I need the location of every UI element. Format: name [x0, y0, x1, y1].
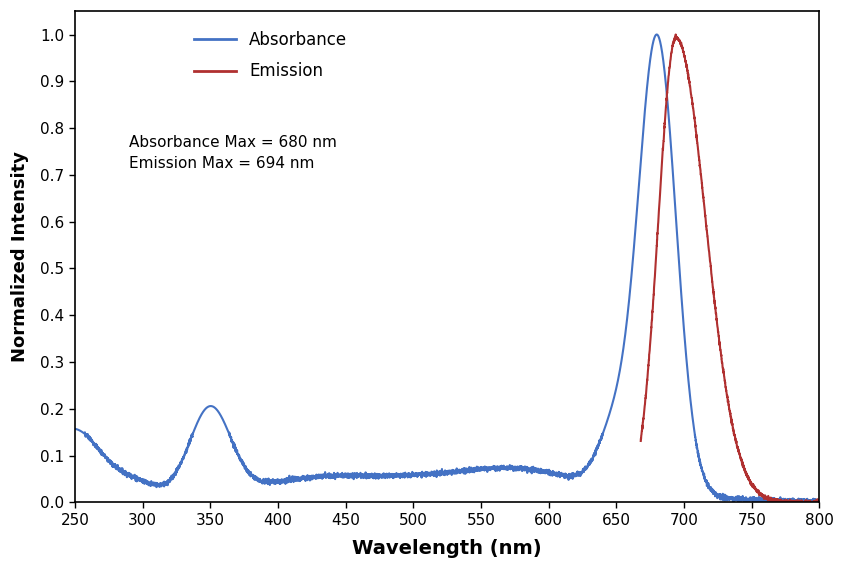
Text: Absorbance Max = 680 nm
Emission Max = 694 nm: Absorbance Max = 680 nm Emission Max = 6… [129, 135, 337, 171]
Emission [773, 499, 783, 506]
Emission [641, 390, 651, 397]
Absorbance [106, 459, 116, 465]
Emission [673, 36, 683, 43]
Absorbance [365, 473, 375, 480]
Emission [678, 49, 688, 56]
Emission [670, 31, 680, 38]
Emission [814, 499, 824, 506]
Emission [676, 43, 686, 50]
Absorbance [814, 498, 824, 505]
Absorbance [651, 31, 661, 38]
Line: Emission: Emission [640, 35, 819, 502]
Emission [787, 499, 797, 506]
Absorbance [758, 499, 768, 506]
Absorbance [295, 475, 305, 482]
Absorbance [70, 426, 80, 432]
Legend: Absorbance, Emission: Absorbance, Emission [187, 24, 354, 87]
Absorbance [737, 493, 747, 500]
Y-axis label: Normalized Intensity: Normalized Intensity [11, 151, 29, 362]
Absorbance [721, 493, 731, 500]
X-axis label: Wavelength (nm): Wavelength (nm) [352, 539, 541, 558]
Emission [754, 489, 764, 496]
Absorbance [217, 415, 227, 422]
Emission [635, 438, 645, 444]
Line: Absorbance: Absorbance [75, 35, 819, 502]
